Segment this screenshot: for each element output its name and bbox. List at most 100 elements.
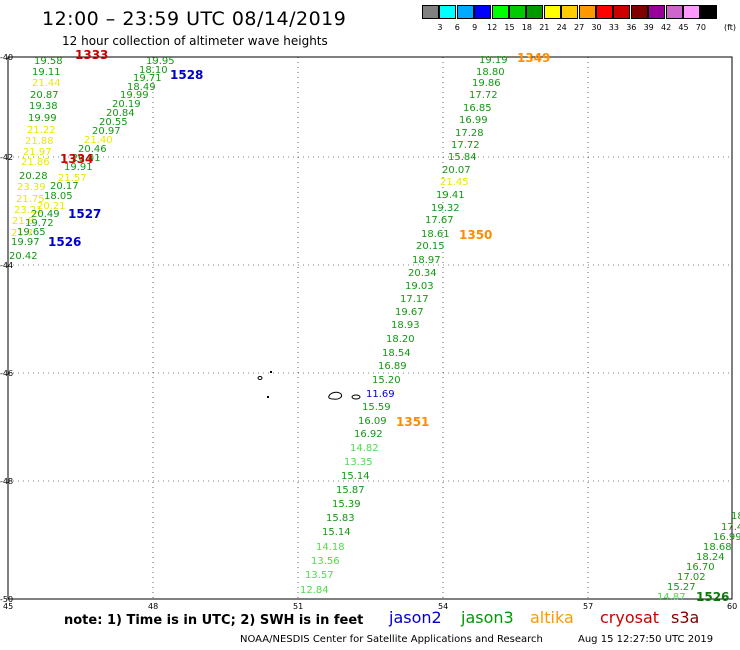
wave-height-value: 23.21 bbox=[14, 205, 43, 216]
wave-height-value: 16.70 bbox=[686, 562, 715, 573]
color-scale-label: 15 bbox=[504, 23, 515, 32]
color-scale-label: 27 bbox=[574, 23, 585, 32]
wave-height-value: 12.84 bbox=[300, 585, 329, 596]
wave-height-value: 16.85 bbox=[463, 103, 492, 114]
color-scale-label: 45 bbox=[678, 23, 689, 32]
wave-height-value: 14.87 bbox=[657, 592, 686, 603]
color-swatch bbox=[439, 5, 457, 19]
color-swatch bbox=[422, 5, 439, 19]
wave-height-value: 20.41 bbox=[72, 153, 101, 164]
wave-height-value: 16.09 bbox=[358, 416, 387, 427]
color-scale-label: 6 bbox=[454, 23, 460, 32]
wave-height-value: 20.07 bbox=[442, 165, 471, 176]
wave-height-value: 21.40 bbox=[84, 135, 113, 146]
pass-number-label: 1333 bbox=[75, 48, 109, 62]
wave-height-value: 19.38 bbox=[29, 101, 58, 112]
wave-height-value: 18 bbox=[731, 511, 740, 522]
chart-subtitle: 12 hour collection of altimeter wave hei… bbox=[62, 34, 328, 48]
wave-height-value: 19.99 bbox=[120, 90, 149, 101]
wave-height-value: 18.20 bbox=[386, 334, 415, 345]
wave-height-value: 14.82 bbox=[350, 443, 379, 454]
wave-height-value: 17.72 bbox=[451, 140, 480, 151]
color-scale-label: 18 bbox=[521, 23, 532, 32]
wave-height-value: 16.99 bbox=[459, 115, 488, 126]
wave-height-value: 21.22 bbox=[27, 125, 56, 136]
wave-height-value: 21.97 bbox=[23, 147, 52, 158]
chart-title: 12:00 – 23:59 UTC 08/14/2019 bbox=[42, 8, 347, 30]
longitude-label: 60 bbox=[727, 602, 738, 611]
wave-height-value: 15.59 bbox=[362, 402, 391, 413]
unit-label: (ft) bbox=[724, 23, 737, 32]
wave-height-value: 19.41 bbox=[436, 190, 465, 201]
pass-number-label: 1526 bbox=[48, 235, 82, 249]
satellite-legend-item: jason2 bbox=[389, 608, 442, 627]
color-scale-label: 39 bbox=[643, 23, 654, 32]
wave-height-value: 20.55 bbox=[99, 117, 128, 128]
map-border bbox=[7, 56, 733, 600]
wave-height-value: 20.46 bbox=[78, 144, 107, 155]
wave-height-value: 18.61 bbox=[421, 229, 450, 240]
wave-height-value: 15.39 bbox=[332, 499, 361, 510]
wave-height-value: 19.95 bbox=[146, 56, 175, 67]
color-swatch bbox=[596, 5, 613, 19]
footer-credit: NOAA/NESDIS Center for Satellite Applica… bbox=[240, 634, 543, 645]
wave-height-value: 16.92 bbox=[354, 429, 383, 440]
wave-height-value: 20.28 bbox=[19, 171, 48, 182]
color-scale-label: 9 bbox=[472, 23, 478, 32]
wave-height-value: 15.83 bbox=[326, 513, 355, 524]
color-scale-label: 36 bbox=[626, 23, 637, 32]
latitude-label: -50 bbox=[0, 595, 14, 604]
island-outline bbox=[328, 391, 342, 400]
latitude-label: -48 bbox=[0, 477, 14, 486]
wave-height-value: 21.88 bbox=[25, 136, 54, 147]
pass-number-label: 1334 bbox=[60, 152, 94, 166]
color-swatch bbox=[700, 5, 718, 19]
color-swatch bbox=[648, 5, 666, 19]
wave-height-value: 21.44 bbox=[32, 78, 61, 89]
wave-height-value: 17.17 bbox=[400, 294, 429, 305]
wave-height-value: 13.57 bbox=[305, 570, 334, 581]
wave-height-value: 21.45 bbox=[440, 177, 469, 188]
wave-height-value: 21.75 bbox=[16, 194, 45, 205]
wave-height-value: 19.72 bbox=[25, 218, 54, 229]
longitude-label: 51 bbox=[293, 602, 304, 611]
wave-height-value: 21.8 bbox=[12, 216, 35, 227]
wave-height-value: 18.24 bbox=[696, 552, 725, 563]
latitude-label: -46 bbox=[0, 369, 14, 378]
wave-height-value: 19.65 bbox=[17, 227, 46, 238]
wave-height-value: 16.99 bbox=[713, 532, 740, 543]
color-scale-label: 12 bbox=[487, 23, 498, 32]
wave-height-value: 17.28 bbox=[455, 128, 484, 139]
pass-number-label: 1526 bbox=[696, 590, 730, 604]
color-swatch bbox=[491, 5, 509, 19]
pass-number-label: 1351 bbox=[396, 415, 430, 429]
wave-height-value: 18.93 bbox=[391, 320, 420, 331]
wave-height-value: 20.21 bbox=[37, 201, 66, 212]
color-swatch bbox=[561, 5, 579, 19]
wave-height-value: 18.49 bbox=[127, 82, 156, 93]
wave-height-value: 18.05 bbox=[44, 191, 73, 202]
color-swatch bbox=[509, 5, 526, 19]
color-scale-label: 3 bbox=[437, 23, 443, 32]
wave-height-value: 23.39 bbox=[17, 182, 46, 193]
wave-height-value: 20.34 bbox=[408, 268, 437, 279]
satellite-legend-item: jason3 bbox=[461, 608, 514, 627]
wave-height-value: 21.57 bbox=[58, 173, 87, 184]
footer-timestamp: Aug 15 12:27:50 UTC 2019 bbox=[578, 634, 714, 645]
wave-height-value: 15.14 bbox=[322, 527, 351, 538]
color-swatch bbox=[683, 5, 700, 19]
longitude-label: 57 bbox=[583, 602, 594, 611]
color-scale-label: 21 bbox=[539, 23, 550, 32]
latitude-label: -42 bbox=[0, 153, 14, 162]
wave-height-value: 18.80 bbox=[476, 67, 505, 78]
wave-height-value: 17.67 bbox=[425, 215, 454, 226]
color-scale-label: 70 bbox=[695, 23, 706, 32]
wave-height-value: 20.97 bbox=[92, 126, 121, 137]
wave-height-value: 18.97 bbox=[412, 255, 441, 266]
satellite-legend-item: altika bbox=[530, 608, 574, 627]
island-outline bbox=[351, 394, 361, 400]
wave-height-value: 15.87 bbox=[336, 485, 365, 496]
wave-height-value: 18.54 bbox=[382, 348, 411, 359]
wave-height-value: 20.19 bbox=[112, 99, 141, 110]
pass-number-label: 1528 bbox=[170, 68, 204, 82]
